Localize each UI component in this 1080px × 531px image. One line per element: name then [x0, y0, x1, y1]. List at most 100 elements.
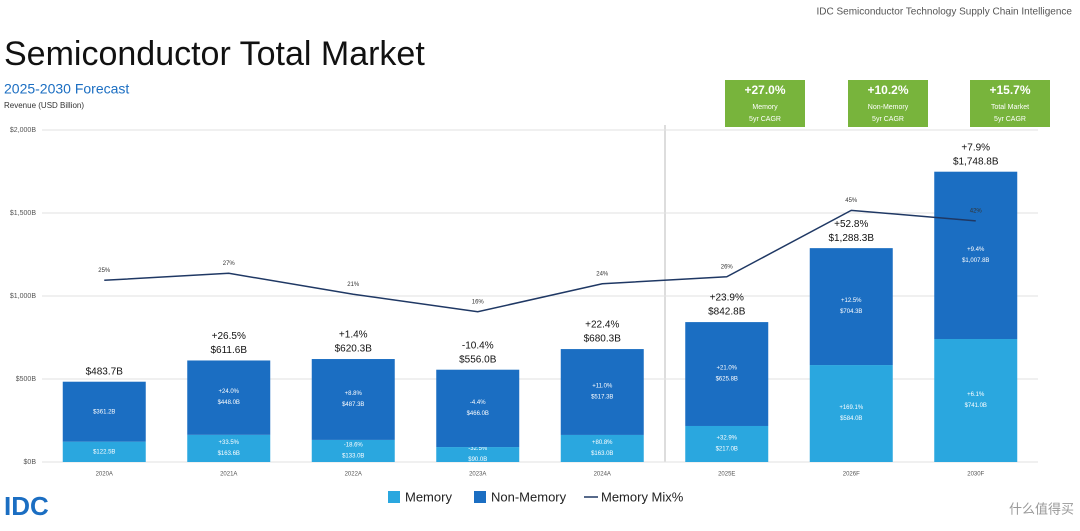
segment-value-label: $741.0B	[965, 403, 987, 409]
segment-value-label: $90.0B	[468, 457, 487, 463]
segment-growth-label: +24.0%	[218, 389, 239, 395]
line-value-label: 45%	[845, 198, 858, 204]
legend-swatch	[388, 491, 400, 503]
segment-value-label: $122.5B	[93, 449, 115, 455]
segment-value-label: $466.0B	[467, 411, 489, 417]
bar-segment	[436, 447, 520, 462]
cagr-value: +15.7%	[989, 83, 1030, 97]
x-tick-label: 2024A	[594, 472, 611, 478]
cagr-box	[970, 80, 1050, 127]
segment-value-label: $584.0B	[840, 416, 862, 422]
cagr-name: Memory	[752, 104, 778, 111]
bar-segment	[809, 248, 893, 366]
bar-segment	[311, 439, 395, 462]
segment-value-label: $487.3B	[342, 402, 364, 408]
total-growth-label: +23.9%	[710, 293, 744, 304]
chart-title: Semiconductor Total Market	[4, 35, 425, 73]
watermark: 什么值得买	[1009, 501, 1074, 516]
segment-value-label: $163.0B	[591, 451, 613, 457]
total-growth-label: -10.4%	[462, 340, 494, 351]
total-label: $1,288.3B	[828, 233, 874, 244]
segment-growth-label: +9.4%	[967, 247, 985, 253]
y-tick-label: $1,500B	[10, 210, 36, 217]
segment-growth-label: +32.9%	[716, 436, 737, 442]
segment-growth-label: +11.0%	[592, 384, 613, 390]
y-tick-label: $500B	[16, 376, 37, 383]
line-value-label: 21%	[347, 282, 360, 288]
cagr-value: +10.2%	[867, 83, 908, 97]
bar-segment	[436, 369, 520, 448]
segment-growth-label: +8.8%	[345, 391, 363, 397]
cagr-value: +27.0%	[744, 83, 785, 97]
legend-label: Memory Mix%	[601, 489, 684, 504]
total-label: $483.7B	[86, 366, 124, 377]
segment-value-label: $361.2B	[93, 409, 115, 415]
bar-segment	[311, 359, 395, 440]
legend-swatch	[474, 491, 486, 503]
total-label: $842.8B	[708, 307, 746, 318]
y-tick-label: $1,000B	[10, 293, 36, 300]
x-tick-label: 2022A	[345, 472, 362, 478]
bar-segment	[934, 171, 1018, 339]
legend-label: Memory	[405, 489, 452, 504]
brand-logo: IDC	[4, 491, 49, 521]
x-tick-label: 2020A	[96, 472, 113, 478]
segment-growth-label: +21.0%	[716, 366, 737, 372]
bar-segment	[62, 441, 146, 462]
segment-growth-label: +169.1%	[839, 405, 864, 411]
line-value-label: 16%	[472, 299, 485, 305]
segment-value-label: $133.0B	[342, 454, 364, 460]
segment-growth-label: +33.5%	[218, 440, 239, 446]
bar-segment	[62, 381, 146, 442]
line-value-label: 25%	[98, 268, 111, 274]
cagr-name: Non-Memory	[868, 104, 909, 111]
line-value-label: 42%	[970, 208, 983, 214]
total-growth-label: +7.9%	[961, 142, 990, 153]
header: IDC Semiconductor Technology Supply Chai…	[816, 7, 1072, 18]
bar-segment	[685, 425, 769, 462]
segment-value-label: $1,007.8B	[962, 258, 989, 264]
total-label: $620.3B	[335, 344, 373, 355]
segment-growth-label: -4.4%	[470, 400, 486, 406]
line-value-label: 26%	[721, 264, 734, 270]
segment-value-label: $625.8B	[716, 377, 738, 383]
bar-segment	[187, 434, 271, 462]
x-tick-label: 2023A	[469, 472, 486, 478]
bar-segment	[187, 360, 271, 435]
segment-value-label: $448.0B	[218, 400, 240, 406]
total-growth-label: +26.5%	[212, 331, 246, 342]
cagr-period: 5yr CAGR	[749, 116, 781, 123]
segment-growth-label: +12.5%	[841, 298, 862, 304]
legend-label: Non-Memory	[491, 489, 567, 504]
bar-segment	[685, 322, 769, 426]
bar-segment	[560, 434, 644, 462]
line-value-label: 24%	[596, 271, 609, 277]
line-value-label: 27%	[223, 261, 236, 267]
total-growth-label: +1.4%	[339, 330, 368, 341]
segment-growth-label: +80.8%	[592, 440, 613, 446]
segment-value-label: $163.6B	[218, 451, 240, 457]
segment-value-label: $517.3B	[591, 395, 613, 401]
total-growth-label: +52.8%	[834, 219, 868, 230]
x-tick-label: 2030F	[967, 472, 984, 478]
cagr-period: 5yr CAGR	[872, 116, 904, 123]
cagr-period: 5yr CAGR	[994, 116, 1026, 123]
total-label: $680.3B	[584, 334, 622, 345]
bar-segment	[560, 349, 644, 435]
cagr-box	[848, 80, 928, 127]
total-label: $611.6B	[210, 345, 247, 356]
segment-growth-label: +6.1%	[967, 392, 985, 398]
x-tick-label: 2021A	[220, 472, 237, 478]
cagr-name: Total Market	[991, 104, 1029, 111]
memory-mix-line	[104, 209, 976, 313]
total-label: $1,748.8B	[953, 156, 999, 167]
x-tick-label: 2025E	[718, 472, 735, 478]
segment-growth-label: -32.5%	[468, 446, 488, 452]
total-label: $556.0B	[459, 354, 497, 365]
total-growth-label: +22.4%	[585, 320, 619, 331]
y-axis-label: Revenue (USD Billion)	[4, 101, 84, 110]
y-tick-label: $2,000B	[10, 127, 36, 134]
chart-subtitle: 2025-2030 Forecast	[4, 81, 129, 97]
bar-segment	[934, 338, 1018, 462]
